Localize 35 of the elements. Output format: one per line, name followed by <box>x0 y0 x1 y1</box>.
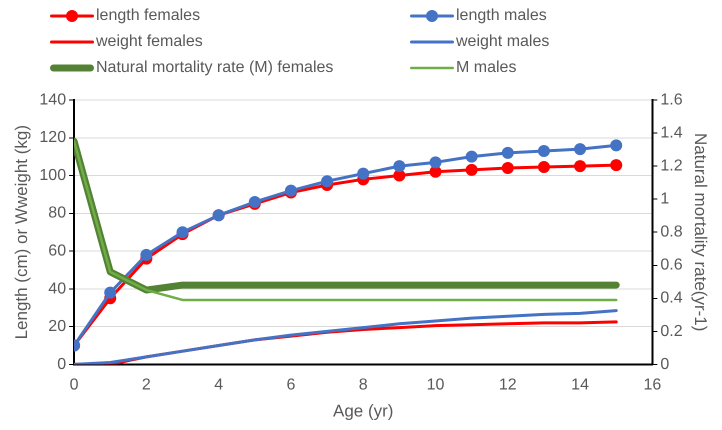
y-tick-label: 0 <box>57 356 66 373</box>
x-tick-label: 14 <box>571 376 590 394</box>
y-tick-label: 40 <box>48 280 66 298</box>
legend-label: M males <box>456 59 516 77</box>
x-tick-label: 6 <box>286 376 296 394</box>
legend-label: length males <box>456 7 547 25</box>
x-tick-label: 8 <box>358 376 368 394</box>
y-tick-label: 80 <box>48 204 66 222</box>
x-tick-label: 4 <box>214 376 224 394</box>
x-tick-label: 2 <box>142 376 151 394</box>
y-tick-label: 100 <box>39 166 66 184</box>
x-tick-label: 10 <box>426 376 445 394</box>
y2-axis-title: Natural mortality rate(yr-1) <box>691 133 710 332</box>
y2-tick-label: 1.4 <box>660 124 683 142</box>
y-tick-label: 140 <box>39 91 66 108</box>
x-tick-label: 16 <box>643 376 662 394</box>
legend-label: Natural mortality rate (M) females <box>96 59 334 77</box>
y2-tick-label: 0.8 <box>660 224 683 241</box>
legend-label: weight males <box>456 33 550 51</box>
legend-label: length females <box>96 7 200 25</box>
y2-tick-label: 0.4 <box>660 290 683 307</box>
y-tick-label: 60 <box>48 242 66 260</box>
x-tick-label: 0 <box>70 376 79 394</box>
x-tick-label: 12 <box>498 376 517 394</box>
y2-tick-label: 1.6 <box>660 91 683 108</box>
y2-tick-label: 0.6 <box>660 256 683 274</box>
y2-tick-label: 1.2 <box>660 158 683 175</box>
y-axis-title: Length (cm) or Wweight (kg) <box>12 124 31 340</box>
y2-tick-label: 0.2 <box>660 322 683 340</box>
legend-label: weight females <box>96 33 203 51</box>
y-tick-label: 120 <box>39 129 66 146</box>
y2-tick-label: 1 <box>660 190 670 208</box>
y-tick-label: 20 <box>48 318 66 336</box>
x-axis-title: Age (yr) <box>332 401 394 420</box>
y2-tick-label: 0 <box>660 356 670 373</box>
